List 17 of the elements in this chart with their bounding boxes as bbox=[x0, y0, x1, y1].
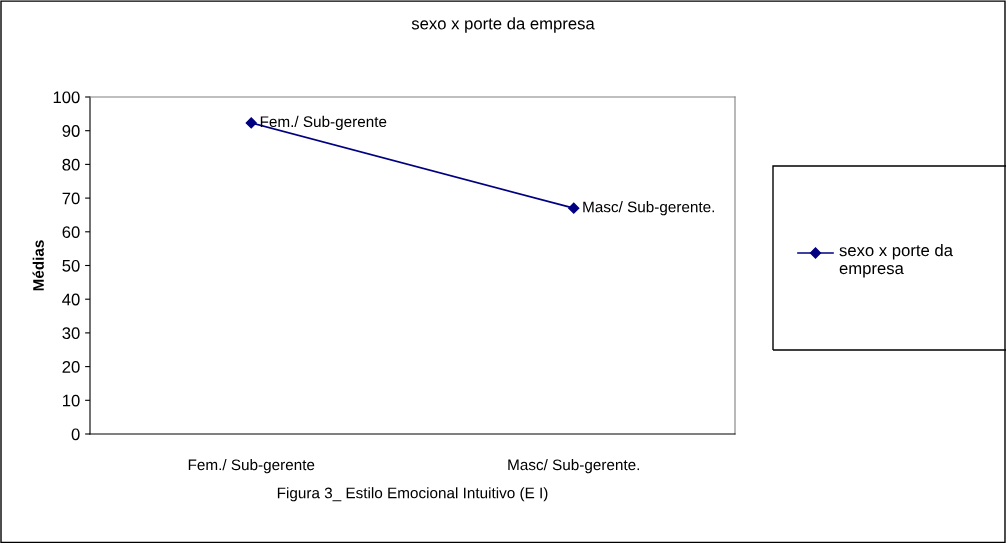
annotation: Masc/ Sub-gerente. bbox=[583, 201, 715, 216]
y-tick-label: 10 bbox=[63, 394, 80, 407]
y-tick-label: 60 bbox=[62, 226, 80, 238]
y-tick-label: 80 bbox=[62, 158, 80, 171]
y-tick-label: 50 bbox=[62, 259, 80, 272]
y-axis-title: Médias bbox=[32, 240, 44, 291]
legend-label: sexo x porte da empresa bbox=[839, 244, 953, 278]
y-tick-label: 0 bbox=[71, 428, 80, 441]
y-tick-label: 100 bbox=[53, 91, 80, 104]
y-tick-label: 70 bbox=[62, 192, 80, 205]
x-axis-title: Figura 3_ Estilo Emocional Intuitivo (E I) bbox=[277, 487, 548, 502]
annotation: Fem./ Sub-gerente bbox=[260, 115, 387, 131]
y-tick-label: 90 bbox=[62, 125, 80, 137]
y-tick-label: 40 bbox=[62, 293, 80, 306]
y-tick-label: 20 bbox=[62, 361, 80, 373]
chart-title: sexo x porte da empresa bbox=[411, 17, 595, 33]
y-tick-label: 30 bbox=[62, 327, 80, 340]
